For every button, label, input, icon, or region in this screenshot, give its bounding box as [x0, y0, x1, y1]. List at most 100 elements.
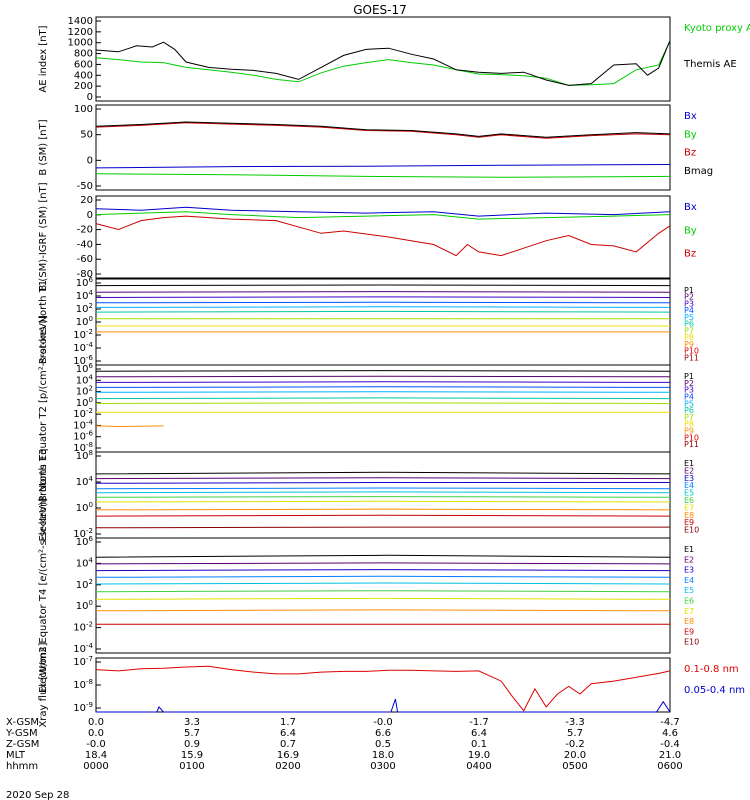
legend-entry: P7	[684, 413, 694, 422]
y-tick-label: 104	[76, 475, 94, 488]
panel-frame	[95, 364, 671, 453]
series-line-by	[95, 211, 671, 220]
series-line-0-1-0-8-nm	[95, 665, 671, 712]
legend-entry: P3	[684, 299, 694, 308]
footer-value: 0.7	[280, 739, 296, 750]
series-line-bz	[95, 215, 671, 257]
footer-value: 6.4	[280, 728, 296, 739]
series-line-e1	[95, 471, 671, 475]
y-tick-label: 10-8	[73, 678, 93, 691]
footer-value: 0000	[83, 761, 108, 772]
y-tick-label: 100	[76, 501, 93, 514]
y-tick-label: 0	[87, 92, 93, 103]
legend-entry: E2	[684, 555, 694, 564]
footer-value: -0.4	[660, 739, 680, 750]
series-line-e9	[95, 514, 671, 517]
legend-entry: E3	[684, 474, 694, 483]
panel-8: 10-7 10-8 10-9 Xray flux [W/m2] 0.1-0.8 nm 0.…	[38, 642, 745, 727]
series-line-e7	[95, 597, 671, 600]
y-tick-label: 100	[74, 104, 93, 115]
panel-frame	[95, 657, 671, 713]
panel-frame	[95, 451, 671, 539]
footer-value: 6.6	[375, 728, 391, 739]
legend-entry: E8	[684, 617, 694, 626]
legend-entry: E8	[684, 511, 694, 520]
y-axis-label: Protons Equator T2 [p/(cm²-s-sr-keV)]	[38, 315, 49, 502]
series-line-p6	[95, 397, 671, 400]
y-tick-label: 106	[76, 535, 94, 548]
footer-row-label: Y-GSM	[5, 728, 38, 739]
legend-entry: E9	[684, 518, 694, 527]
footer-value: 0500	[562, 761, 587, 772]
legend-entry: P9	[684, 427, 694, 436]
footer-value: 15.9	[181, 750, 203, 761]
y-tick-label: 100	[76, 315, 93, 328]
date-label: 2020 Sep 28	[6, 790, 69, 800]
legend-entry: E10	[684, 638, 699, 647]
legend-entry: Kyoto proxy AE	[684, 23, 750, 34]
series-line-p3	[95, 296, 671, 298]
series-line-p6	[95, 310, 671, 313]
footer-row-label: MLT	[6, 750, 26, 761]
y-tick-label: 106	[76, 276, 94, 289]
series-line-e4	[95, 487, 671, 490]
y-tick-label: 10-9	[73, 701, 93, 714]
panel-2: 100 50 0 -50 B (SM) [nT] Bx By Bz Bmag	[38, 104, 713, 192]
y-tick-label: -20	[77, 225, 93, 236]
legend-entry: E6	[684, 597, 694, 606]
series-line-e2	[95, 562, 671, 565]
series-line-e4	[95, 575, 671, 578]
legend-entry: E5	[684, 586, 694, 595]
series-line-p1	[95, 284, 671, 287]
legend-entry: Bmag	[684, 166, 713, 177]
footer-value: 5.7	[567, 728, 583, 739]
legend-entry: P9	[684, 340, 694, 349]
panel-frame	[95, 537, 671, 654]
footer-value: 1.7	[280, 717, 296, 728]
series-line-bx	[95, 206, 671, 217]
y-tick-label: 0	[87, 210, 93, 221]
legend-entry: P5	[684, 399, 694, 408]
series-line-e2	[95, 477, 671, 480]
series-line-p4	[95, 386, 671, 388]
series-line-e7	[95, 500, 671, 503]
footer-value: -0.0	[86, 739, 106, 750]
y-tick-label: -40	[77, 239, 93, 250]
series-line-p2	[95, 291, 671, 293]
y-tick-label: 1400	[68, 16, 93, 27]
y-axis-label: B (SM) [nT]	[38, 119, 49, 175]
series-line-p9	[95, 425, 164, 428]
series-line-e8	[95, 609, 671, 612]
footer-value: -0.2	[565, 739, 585, 750]
footer-value: 6.4	[471, 728, 487, 739]
footer-value: 0100	[179, 761, 204, 772]
legend-entry: E5	[684, 489, 694, 498]
footer-value: 0400	[466, 761, 491, 772]
series-line-bmag	[95, 121, 671, 138]
footer-row-label: hhmm	[6, 761, 38, 772]
series-line-bx	[95, 164, 671, 169]
legend-entry: E2	[684, 466, 694, 475]
legend-entry: P10	[684, 433, 699, 442]
series-line-e6	[95, 590, 671, 593]
y-tick-label: 108	[76, 449, 93, 462]
series-line-e5	[95, 582, 671, 585]
y-tick-label: 1200	[68, 27, 93, 38]
footer-value: 4.6	[662, 728, 678, 739]
footer-value: 0600	[657, 761, 682, 772]
legend-entry: By	[684, 129, 697, 140]
y-tick-label: 10-4	[73, 341, 93, 354]
y-tick-label: 1000	[68, 38, 93, 49]
footer-value: 18.0	[372, 750, 394, 761]
footer-value: 0200	[275, 761, 300, 772]
y-tick-label: -80	[77, 269, 93, 280]
footer-value: -4.7	[660, 717, 680, 728]
y-tick-label: 20	[80, 195, 93, 206]
legend-entry: P8	[684, 420, 694, 429]
y-tick-label: -50	[77, 181, 93, 192]
y-tick-label: 102	[76, 302, 93, 315]
legend-entry: Bx	[684, 202, 697, 213]
